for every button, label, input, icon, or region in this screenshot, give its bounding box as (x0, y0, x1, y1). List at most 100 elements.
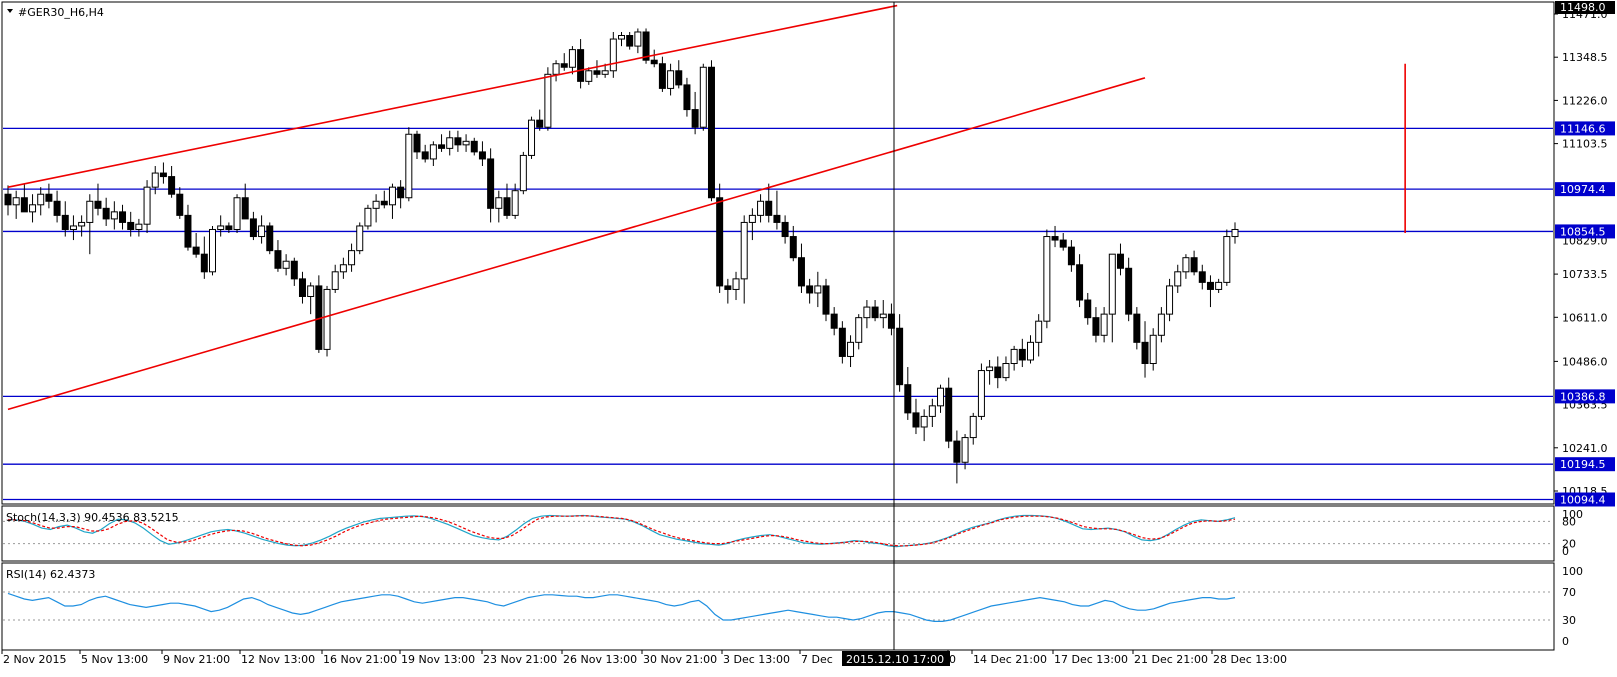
candle (773, 190, 781, 230)
price-level-label[interactable]: 10386.8 (1555, 389, 1615, 404)
candle-body (61, 214, 69, 230)
candle-body (94, 200, 102, 209)
candle-body (1100, 313, 1108, 336)
trend-line[interactable] (7, 4, 898, 188)
candle (855, 314, 863, 350)
candle-body (1198, 271, 1206, 283)
y-tick-label: 10486.0 (1562, 355, 1608, 368)
stochastic-panel-frame[interactable] (1, 505, 1555, 562)
candle (1018, 338, 1026, 368)
price-level-label[interactable]: 10854.5 (1555, 224, 1615, 239)
price-level-label[interactable]: 10094.4 (1555, 492, 1615, 507)
candle (1198, 264, 1206, 290)
candle-body (4, 193, 12, 206)
candle-body (937, 387, 945, 407)
candle (503, 183, 511, 219)
rsi-panel-frame[interactable] (1, 562, 1555, 651)
candle-body (454, 137, 462, 146)
candle-body (740, 221, 748, 280)
x-tick-label: 28 Dec 13:00 (1213, 653, 1287, 666)
candle-body (961, 437, 969, 463)
candle-body (863, 306, 871, 319)
candle (61, 201, 69, 237)
rsi-line (7, 592, 1236, 623)
candle (20, 183, 28, 213)
candle-body (912, 412, 920, 428)
candle (225, 222, 233, 234)
candle (495, 190, 503, 223)
candle-body (348, 250, 356, 266)
candle-body (151, 172, 159, 188)
main-panel-frame[interactable] (1, 1, 1555, 505)
stochastic-scale-label: 0 (1562, 545, 1569, 558)
candle (438, 134, 446, 152)
candle-body (176, 193, 184, 216)
candle-body (1157, 313, 1165, 336)
candle (1076, 254, 1084, 308)
candle (797, 243, 805, 293)
candle-body (879, 313, 887, 319)
candle (421, 144, 429, 163)
price-level-label[interactable]: 10974.4 (1555, 182, 1615, 197)
candle (209, 225, 216, 276)
candle (1084, 292, 1092, 325)
candle (1231, 222, 1239, 244)
candle (159, 162, 167, 184)
candle (683, 77, 691, 117)
candle-body (110, 211, 118, 220)
candle-body (789, 236, 797, 259)
candle-body (274, 250, 282, 269)
rsi-label: RSI(14) 62.4373 (6, 568, 95, 581)
candle-body (699, 66, 707, 128)
x-tick-label: 2 Nov 2015 (3, 653, 66, 666)
candle-body (1116, 253, 1124, 269)
candle (12, 190, 20, 219)
candle-body (1076, 264, 1084, 301)
candle (781, 215, 789, 244)
candle (577, 39, 585, 89)
rsi-scale-label: 100 (1562, 565, 1583, 578)
candle (69, 215, 77, 241)
trend-line[interactable] (7, 77, 1146, 411)
candle-body (830, 313, 838, 329)
candle-body (724, 285, 732, 290)
x-tick-label: 3 Dec 13:00 (723, 653, 790, 666)
candle-body (986, 366, 994, 372)
candle (658, 56, 666, 92)
candle (609, 31, 617, 78)
candle (986, 359, 994, 385)
candle (429, 141, 437, 167)
rsi-scale-label: 0 (1562, 635, 1569, 648)
candle-body (323, 288, 331, 350)
candle-body (364, 207, 372, 227)
candle (323, 285, 331, 357)
candle-body (511, 190, 519, 216)
candle-body (397, 186, 405, 199)
candle-body (797, 257, 805, 287)
candle-body (601, 70, 609, 75)
candle (1043, 229, 1051, 329)
candle-body (225, 225, 233, 230)
crosshair-time-box (842, 651, 950, 666)
candle-body (372, 200, 380, 209)
candle (568, 46, 576, 75)
candle-body (339, 264, 347, 273)
dropdown-triangle-icon[interactable] (7, 9, 13, 13)
candle-body (871, 306, 879, 319)
x-tick-label: 7 Dec (801, 653, 833, 666)
candle-body (1166, 285, 1174, 315)
y-tick-label: 11226.0 (1562, 94, 1608, 107)
candle (1108, 253, 1116, 343)
price-level-label[interactable]: 11146.6 (1555, 121, 1615, 135)
candle-body (928, 405, 936, 417)
candle-body (528, 119, 536, 156)
x-tick-label: 17 Dec 13:00 (1054, 653, 1128, 666)
candle (135, 218, 143, 237)
candle-body (503, 197, 511, 216)
candle (863, 300, 871, 329)
candle-body (241, 197, 249, 220)
candle (969, 412, 977, 445)
price-level-label[interactable]: 10194.5 (1555, 457, 1615, 472)
candle (691, 91, 699, 135)
